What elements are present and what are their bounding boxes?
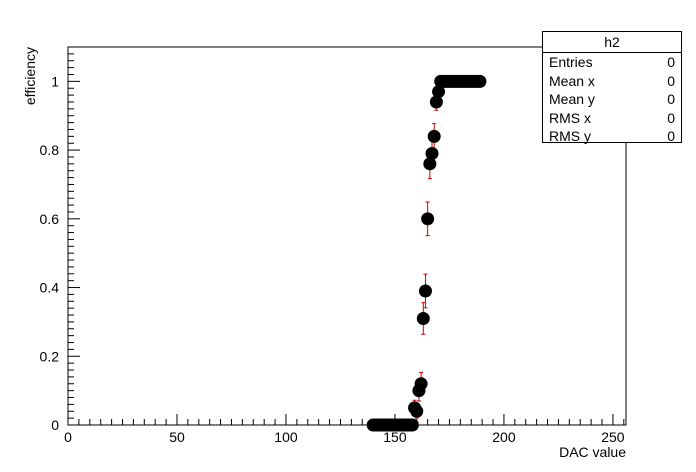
stats-box: h2 Entries 0 Mean x 0 Mean y 0 RMS x 0 R… (542, 31, 682, 146)
data-point (410, 404, 424, 418)
x-tick-label: 50 (169, 429, 185, 445)
data-point (421, 212, 435, 226)
stats-key: RMS y (549, 128, 591, 144)
data-point (427, 129, 441, 143)
y-axis-label: efficiency (22, 47, 38, 105)
stats-value: 0 (667, 72, 675, 89)
data-point (423, 157, 437, 171)
y-axis-ticks: 0 0.2 0.4 0.6 0.8 1 (40, 46, 80, 433)
y-tick-label: 1 (51, 73, 59, 89)
x-tick-label: 0 (64, 429, 72, 445)
y-tick-label: 0.8 (40, 142, 60, 158)
data-point (432, 85, 446, 99)
stats-key: Mean y (549, 91, 595, 107)
stats-value: 0 (667, 128, 675, 144)
stats-title: h2 (543, 32, 681, 53)
stats-row-mean-x: Mean x 0 (543, 72, 681, 91)
stats-value: 0 (667, 109, 675, 126)
stats-key: Entries (549, 54, 593, 70)
stats-row-rms-y: RMS y 0 (543, 127, 681, 146)
stats-key: Mean x (549, 72, 595, 89)
data-point (418, 284, 432, 298)
stats-row-mean-y: Mean y 0 (543, 90, 681, 109)
data-point (425, 147, 439, 161)
y-tick-label: 0 (51, 417, 59, 433)
plot-frame (67, 46, 627, 426)
data-point (473, 74, 487, 88)
y-tick-label: 0.2 (40, 348, 60, 364)
x-tick-label: 150 (383, 429, 407, 445)
stats-row-rms-x: RMS x 0 (543, 109, 681, 128)
x-axis-label: DAC value (559, 444, 626, 460)
data-point (416, 311, 430, 325)
x-axis-ticks: 0 50 100 150 200 250 (64, 414, 625, 445)
stats-value: 0 (667, 91, 675, 107)
stats-value: 0 (667, 54, 675, 70)
stats-key: RMS x (549, 109, 591, 126)
data-point (414, 377, 428, 391)
data-point (405, 418, 419, 432)
data-points (366, 74, 487, 432)
stats-row-entries: Entries 0 (543, 53, 681, 72)
y-tick-label: 0.4 (40, 280, 60, 296)
x-tick-label: 100 (274, 429, 298, 445)
x-tick-label: 200 (492, 429, 516, 445)
y-tick-label: 0.6 (40, 211, 60, 227)
x-tick-label: 250 (601, 429, 625, 445)
data-point (429, 95, 443, 109)
